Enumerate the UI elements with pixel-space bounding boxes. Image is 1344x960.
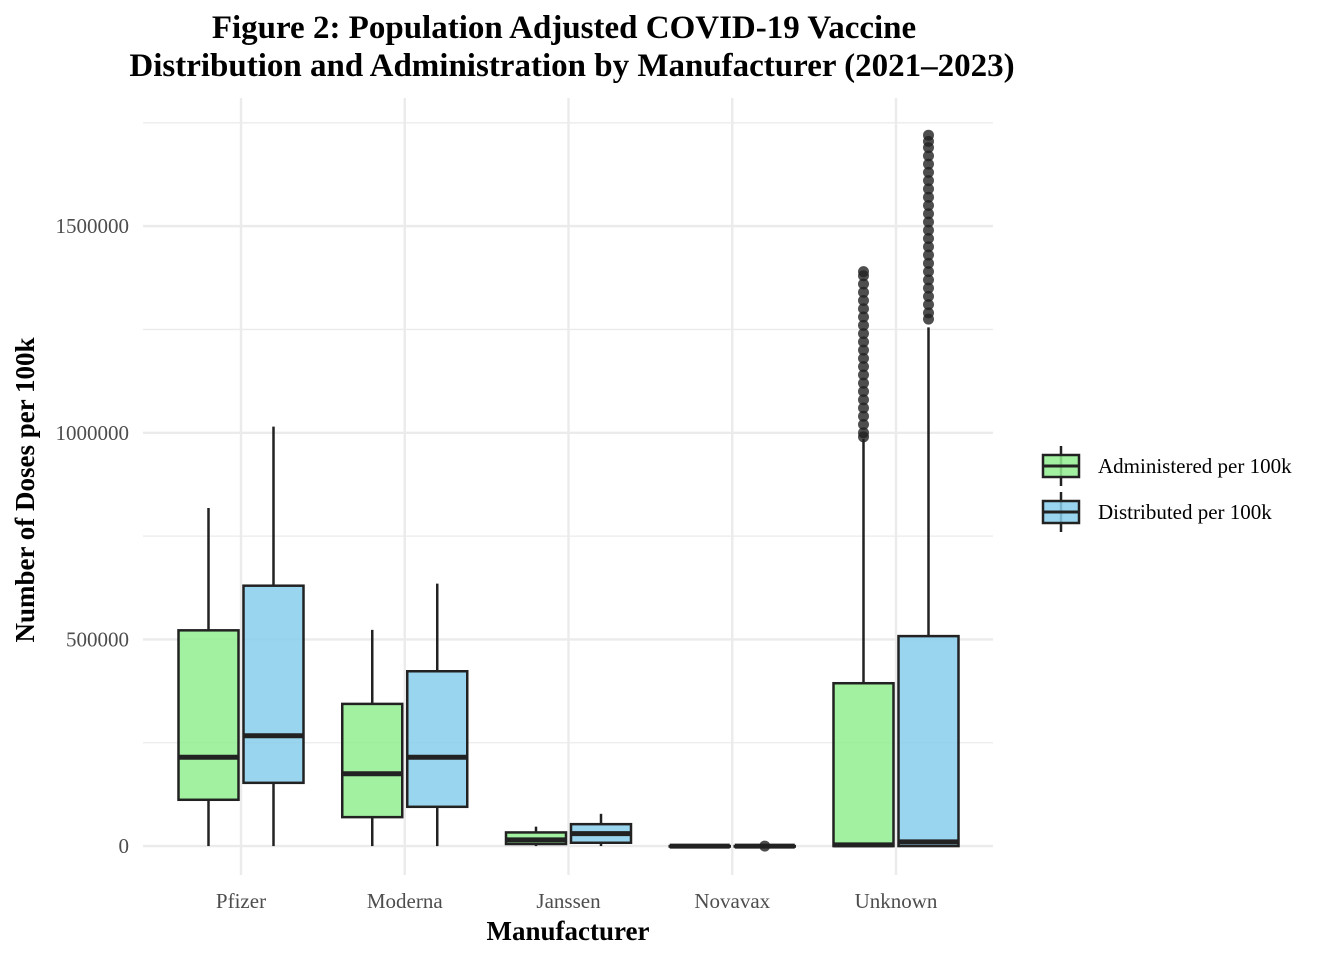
outlier-point [858,419,869,431]
outlier-point [923,274,934,286]
outlier-point [858,266,869,278]
outlier-point [923,233,934,245]
legend-label: Distributed per 100k [1098,500,1272,524]
x-axis-ticks: Pfizer Moderna Janssen Novavax Unknown [216,889,938,913]
outlier-point [923,290,934,302]
x-tick-label: Janssen [536,889,601,913]
y-tick-label: 500000 [66,627,129,651]
outlier-point [858,352,869,364]
box-body [897,634,960,848]
outlier-point [858,385,869,397]
outlier-point [858,344,869,356]
y-tick-label: 0 [119,834,130,858]
outlier-point [923,175,934,187]
box-unknown-administered [832,266,895,848]
outlier-point [858,286,869,298]
box-unknown-distributed [897,129,960,848]
box-body [406,669,469,809]
outlier-point [923,183,934,195]
chart-title: Figure 2: Population Adjusted COVID-19 V… [212,10,916,46]
outlier-point [923,257,934,269]
box-janssen-distributed [569,813,633,847]
outlier-point [858,410,869,422]
outlier-point [923,150,934,162]
x-tick-label: Unknown [855,889,938,913]
outlier-point [858,311,869,323]
y-tick-label: 1500000 [56,214,130,238]
box-moderna-administered [341,629,404,847]
outlier-point [858,336,869,348]
box-body [177,629,240,802]
outlier-point [923,129,934,141]
outlier-point [923,307,934,319]
outlier-point [923,299,934,311]
outlier-point [923,158,934,170]
y-axis-ticks: 0 500000 1000000 1500000 [56,214,130,858]
outlier-point [759,840,771,852]
outlier-point [858,278,869,290]
outlier-point [858,295,869,307]
outlier-point [858,319,869,331]
box-pfizer-administered [177,507,240,847]
x-tick-label: Moderna [367,889,443,913]
y-axis-title: Number of Doses per 100k [10,337,40,642]
outlier-point [858,402,869,414]
legend-item: Administered per 100k [1041,446,1292,486]
box-body [341,702,404,819]
x-axis-title: Manufacturer [487,916,650,946]
outlier-point [858,369,869,381]
box-novavax-administered [668,843,731,849]
outlier-point [858,361,869,373]
legend: Administered per 100k Distributed per 100… [1041,446,1292,532]
chart-title-line2: Distribution and Administration by Manuf… [129,48,1014,84]
x-tick-label: Pfizer [216,889,266,913]
outlier-point [923,224,934,236]
box-moderna-distributed [406,583,469,847]
outlier-point [858,377,869,389]
outlier-point [923,241,934,253]
box-body [832,681,895,848]
outlier-point [858,303,869,315]
box-body [242,584,305,785]
legend-label: Administered per 100k [1098,454,1292,478]
box-pfizer-distributed [242,426,305,847]
outlier-point [923,166,934,178]
outlier-point [858,394,869,406]
outlier-point [858,427,869,439]
legend-item: Distributed per 100k [1041,492,1272,532]
outlier-point [923,249,934,261]
outlier-point [923,216,934,228]
x-tick-label: Novavax [694,889,770,913]
outlier-point [923,282,934,294]
box-novavax-distributed [733,840,796,852]
outlier-point [858,328,869,340]
box-series [177,129,960,852]
outlier-point [923,191,934,203]
outlier-point [923,199,934,211]
outlier-point [923,208,934,220]
outlier-point [923,266,934,278]
box-janssen-administered [504,826,568,847]
y-tick-label: 1000000 [56,421,130,445]
